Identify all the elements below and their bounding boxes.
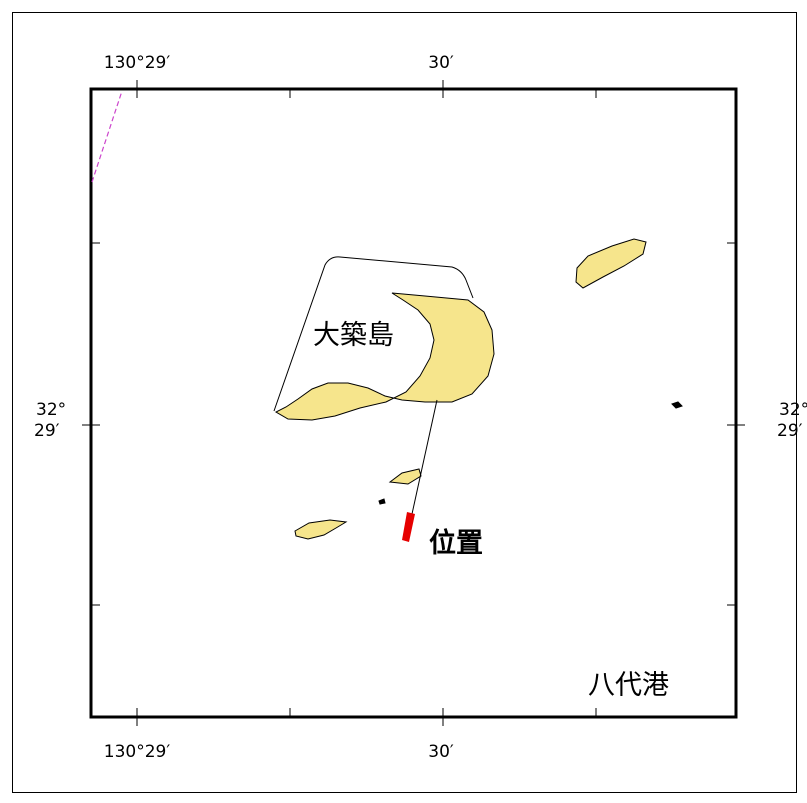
- port-name-label: 八代港: [588, 670, 669, 701]
- islands: [274, 238, 683, 540]
- right-lat-min-label: 29′: [777, 421, 803, 441]
- left-lat-deg-label: 32°: [36, 400, 66, 420]
- tiny-rock-east: [671, 401, 683, 409]
- right-lat-deg-label: 32°: [779, 400, 807, 420]
- location-label: 位置: [429, 527, 483, 559]
- left-lat-min-label: 29′: [34, 421, 60, 441]
- bottom-left-lon-label: 130°29′: [104, 742, 171, 762]
- location-marker: [402, 512, 415, 542]
- small-island-center: [388, 468, 422, 485]
- map-frame: [89, 87, 738, 719]
- frame-ticks: [82, 80, 745, 726]
- area-boundary: [273, 256, 474, 515]
- small-island-southwest: [294, 519, 348, 540]
- bottom-mid-lon-label: 30′: [428, 742, 454, 762]
- island-name-label: 大築島: [313, 320, 394, 351]
- top-mid-lon-label: 30′: [428, 53, 454, 73]
- main-island: [274, 292, 495, 421]
- northeast-island: [575, 238, 647, 289]
- top-left-lon-label: 130°29′: [104, 53, 171, 73]
- tiny-rock-center: [378, 498, 386, 505]
